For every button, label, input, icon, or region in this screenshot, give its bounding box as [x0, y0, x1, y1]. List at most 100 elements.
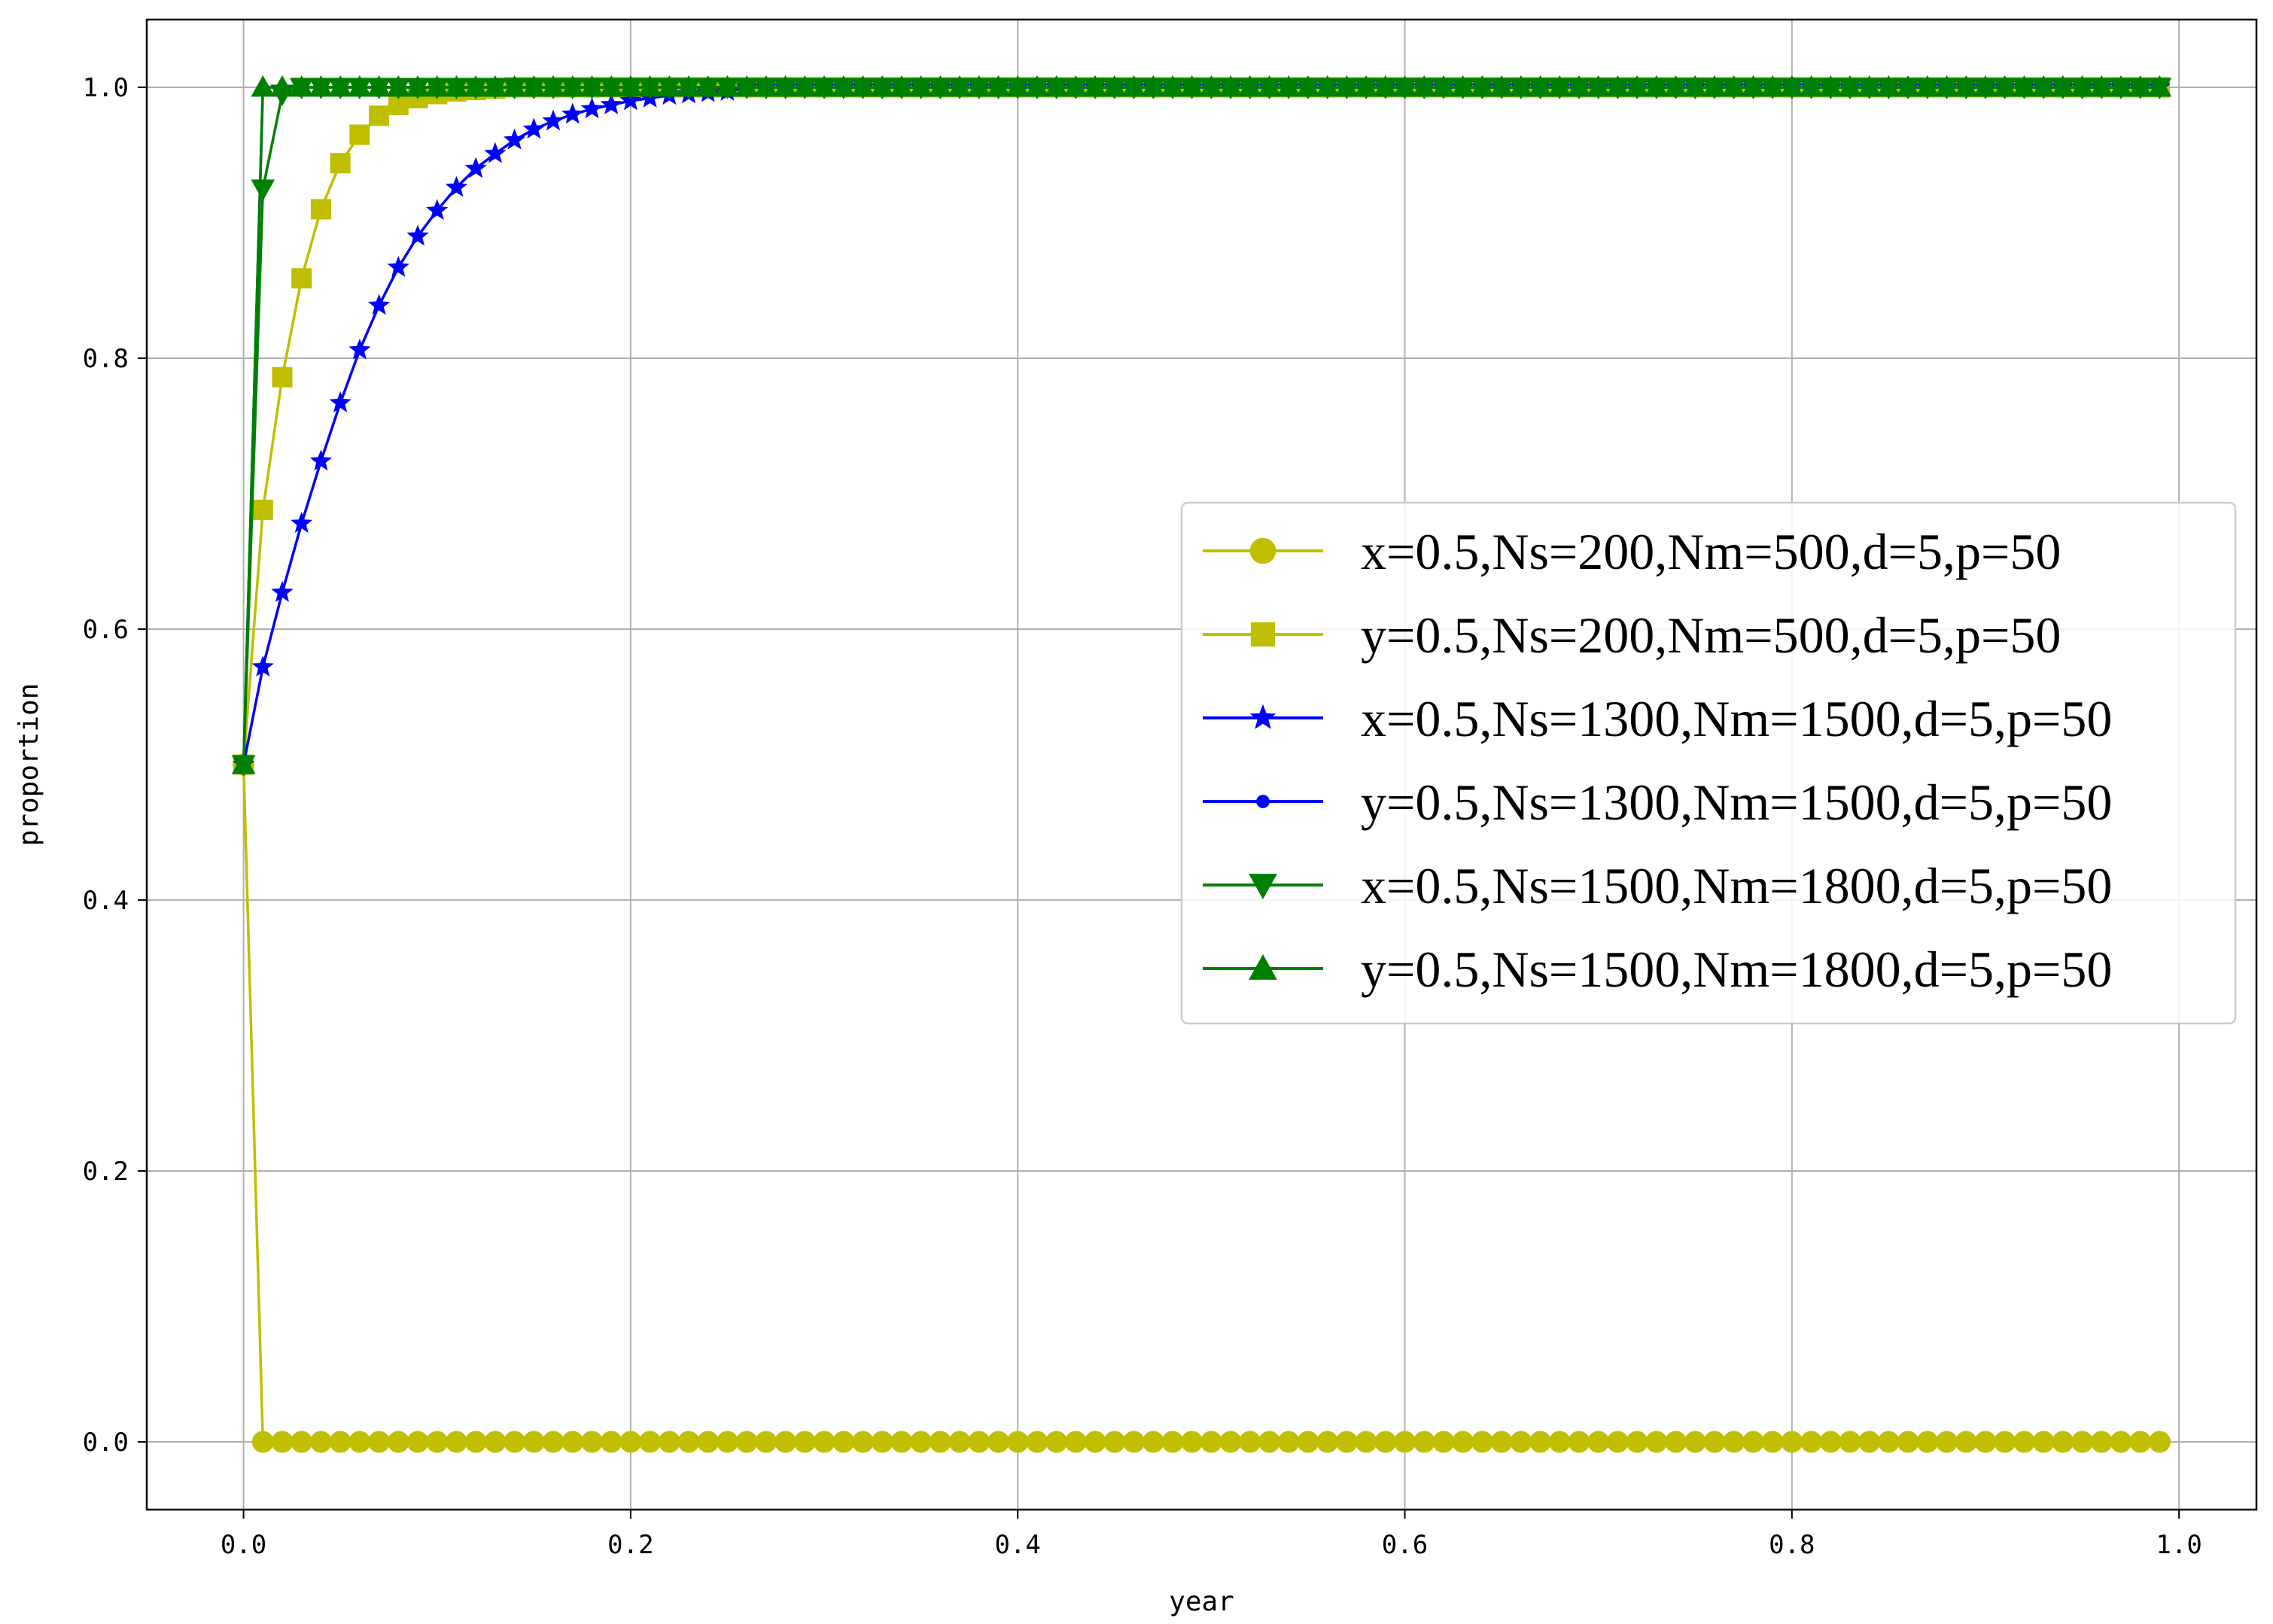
data-point: [1256, 795, 1270, 808]
data-point: [735, 75, 759, 97]
data-point: [426, 1431, 449, 1453]
data-point: [1779, 75, 1804, 97]
data-point: [580, 75, 604, 97]
data-point: [1470, 75, 1495, 97]
data-point: [1276, 75, 1301, 97]
data-point: [348, 75, 372, 97]
data-point: [1257, 75, 1282, 97]
data-point: [1528, 75, 1553, 97]
ticks: 0.0 0.2 0.4 0.6 0.8 1.0 0.0 0.2 0.4 0.6 0.8 1.0: [83, 73, 2202, 1560]
data-point: [1121, 75, 1146, 97]
data-point: [1084, 1431, 1106, 1453]
data-point: [406, 1431, 429, 1453]
data-point: [695, 75, 720, 97]
data-point: [464, 157, 487, 178]
data-point: [1355, 1431, 1377, 1453]
data-point: [2071, 1431, 2094, 1453]
data-point: [309, 1431, 332, 1453]
data-point: [2147, 75, 2172, 97]
data-point: [831, 75, 856, 97]
data-point: [504, 1431, 526, 1453]
y-tick-label: 0.8: [83, 344, 129, 374]
data-point: [1490, 1431, 1513, 1453]
data-point: [522, 75, 546, 97]
data-point: [2012, 75, 2037, 97]
data-point: [1741, 75, 1766, 97]
data-point: [386, 75, 411, 97]
y-tick-label: 1.0: [83, 73, 129, 103]
data-point: [1181, 1431, 1203, 1453]
data-point: [987, 1431, 1009, 1453]
data-point: [1702, 75, 1727, 97]
data-point: [329, 1431, 351, 1453]
data-point: [1936, 1431, 1958, 1453]
data-point: [1955, 1431, 1977, 1453]
data-point: [1103, 1431, 1126, 1453]
data-point: [1799, 75, 1824, 97]
data-point: [561, 1431, 584, 1453]
data-point: [658, 1431, 680, 1453]
data-point: [619, 75, 643, 97]
data-point: [406, 224, 429, 246]
data-point: [619, 89, 642, 111]
data-point: [289, 75, 314, 97]
data-point: [2109, 75, 2133, 97]
data-point: [1249, 874, 1277, 900]
data-point: [1296, 75, 1320, 97]
data-point: [1839, 1431, 1861, 1453]
x-tick-label: 0.0: [221, 1530, 266, 1560]
data-point: [1760, 75, 1785, 97]
data-point: [330, 153, 351, 174]
data-point: [2129, 1431, 2152, 1453]
data-point: [368, 1431, 391, 1453]
legend: x=0.5,Ns=200,Nm=500,d=5,p=50 y=0.5,Ns=200…: [1180, 501, 2237, 1025]
data-point: [1006, 75, 1030, 97]
data-point: [1761, 1431, 1784, 1453]
data-point: [948, 1431, 971, 1453]
data-point: [231, 752, 256, 774]
data-point: [542, 1431, 564, 1453]
data-point: [1818, 75, 1843, 97]
data-point: [1141, 75, 1166, 97]
data-point: [1249, 537, 1276, 564]
data-point: [522, 1431, 545, 1453]
data-point: [1249, 704, 1276, 729]
data-point: [2110, 1431, 2132, 1453]
data-point: [424, 75, 449, 97]
data-point: [2128, 75, 2153, 97]
data-point: [1122, 1431, 1145, 1453]
data-point: [348, 1431, 371, 1453]
data-point: [986, 75, 1011, 97]
data-point: [1858, 1431, 1881, 1453]
data-point: [1605, 75, 1630, 97]
legend-label: y=0.5,Ns=1300,Nm=1500,d=5,p=50: [1361, 774, 2112, 831]
data-point: [773, 75, 798, 97]
data-point: [387, 256, 409, 277]
data-point: [1297, 1431, 1319, 1453]
data-point: [793, 1431, 816, 1453]
data-point: [1315, 75, 1340, 97]
legend-item: y=0.5,Ns=200,Nm=500,d=5,p=50: [1203, 607, 2061, 664]
data-point: [2148, 1431, 2171, 1453]
data-point: [1025, 75, 1049, 97]
data-point: [637, 75, 662, 97]
data-point: [1373, 75, 1398, 97]
data-point: [1606, 1431, 1629, 1453]
data-point: [1374, 1431, 1397, 1453]
y-tick-label: 0.0: [83, 1428, 129, 1458]
data-point: [1665, 1431, 1687, 1453]
data-point: [1819, 1431, 1842, 1453]
data-point: [813, 1431, 835, 1453]
y-tick-label: 0.2: [83, 1157, 129, 1187]
data-point: [1161, 1431, 1184, 1453]
data-point: [349, 124, 370, 145]
data-point: [851, 1431, 874, 1453]
data-point: [1897, 1431, 1919, 1453]
x-tick-label: 0.4: [994, 1530, 1040, 1560]
data-point: [1684, 1431, 1706, 1453]
data-point: [1277, 1431, 1300, 1453]
data-point: [561, 102, 584, 124]
data-point: [1064, 1431, 1087, 1453]
data-point: [464, 75, 488, 97]
